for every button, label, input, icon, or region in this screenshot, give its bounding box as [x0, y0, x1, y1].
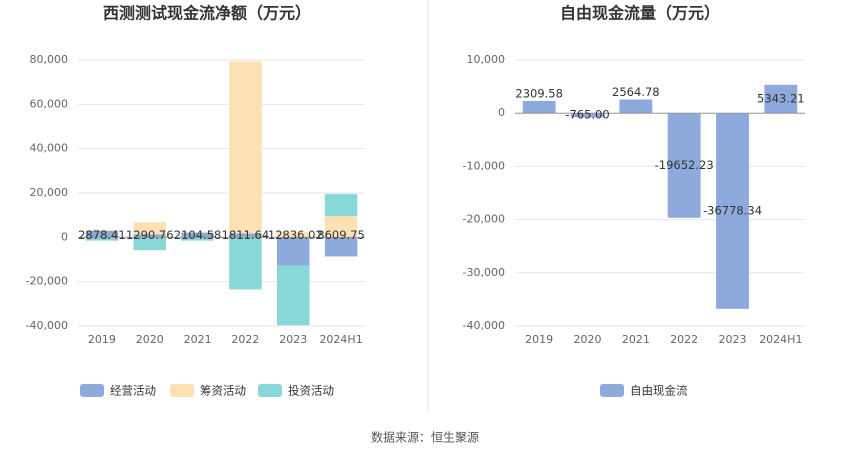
- x-tick-label: 2019: [525, 333, 553, 346]
- legend-label: 经营活动: [110, 384, 156, 398]
- x-tick-label: 2021: [622, 333, 650, 346]
- y-tick-label: -40,000: [463, 319, 505, 332]
- legend-swatch: [80, 384, 104, 397]
- bar: [276, 265, 310, 326]
- data-label: 5343.21: [757, 91, 805, 105]
- x-tick-label: 2024H1: [319, 333, 362, 346]
- y-tick-label: -40,000: [26, 319, 68, 332]
- legend-label: 筹资活动: [200, 384, 246, 398]
- data-label: 8609.75: [317, 228, 365, 242]
- y-tick-label: 40,000: [30, 142, 69, 155]
- data-label: 2104.58: [174, 228, 222, 242]
- bar: [229, 237, 262, 290]
- bar: [324, 216, 358, 238]
- legend-swatch: [258, 384, 282, 397]
- y-tick-label: 10,000: [467, 53, 506, 66]
- data-label: -36778.34: [703, 204, 762, 218]
- x-tick-label: 2021: [184, 333, 212, 346]
- y-tick-label: 0: [498, 106, 505, 119]
- bar: [85, 229, 119, 231]
- y-tick-label: 20,000: [30, 186, 69, 199]
- bar: [276, 237, 310, 266]
- bar: [571, 113, 604, 118]
- x-tick-label: 2023: [719, 333, 747, 346]
- bar: [522, 100, 556, 114]
- bar: [181, 237, 214, 241]
- bar: [324, 237, 358, 257]
- y-tick-label: -30,000: [463, 266, 505, 279]
- source: 数据来源：恒生聚源: [371, 430, 479, 445]
- bar: [619, 99, 653, 114]
- data-label: 2878.41: [78, 228, 126, 242]
- bar: [276, 231, 310, 238]
- data-label: -12836.02: [264, 228, 323, 242]
- data-label: -765.00: [565, 108, 609, 122]
- bar: [85, 230, 119, 238]
- x-tick-label: 2020: [574, 333, 602, 346]
- x-tick-label: 2024H1: [759, 333, 802, 346]
- bar: [229, 61, 262, 234]
- y-tick-label: -10,000: [463, 159, 505, 172]
- bar: [229, 233, 262, 238]
- x-tick-label: 2022: [670, 333, 698, 346]
- x-tick-label: 2022: [231, 333, 259, 346]
- bar: [764, 84, 798, 114]
- bar: [181, 232, 214, 238]
- legend-swatch: [600, 384, 624, 397]
- legend-label: 自由现金流: [630, 384, 688, 398]
- data-label: 2564.78: [612, 85, 660, 99]
- bar: [181, 232, 214, 233]
- legend-swatch: [170, 384, 194, 397]
- bar: [85, 237, 119, 241]
- x-tick-label: 2023: [279, 333, 307, 346]
- x-tick-label: 2020: [136, 333, 164, 346]
- chart-title: 自由现金流量（万元）: [560, 4, 720, 23]
- y-tick-label: 80,000: [30, 53, 69, 66]
- y-tick-label: 0: [61, 230, 68, 243]
- y-tick-label: 60,000: [30, 97, 69, 110]
- data-label: 2309.58: [515, 86, 563, 100]
- data-label: -19652.23: [655, 158, 714, 172]
- bar: [716, 113, 749, 309]
- chart-title: 西测测试现金流净额（万元）: [103, 4, 311, 23]
- x-tick-label: 2019: [88, 333, 116, 346]
- bar: [133, 222, 167, 235]
- bar: [133, 237, 167, 251]
- legend-label: 投资活动: [288, 384, 334, 398]
- bar: [324, 194, 358, 217]
- bar: [667, 113, 701, 218]
- data-label: 1811.64: [222, 228, 270, 242]
- y-tick-label: -20,000: [463, 213, 505, 226]
- y-tick-label: -20,000: [26, 275, 68, 288]
- bar: [133, 234, 167, 238]
- data-label: 1290.76: [126, 228, 174, 242]
